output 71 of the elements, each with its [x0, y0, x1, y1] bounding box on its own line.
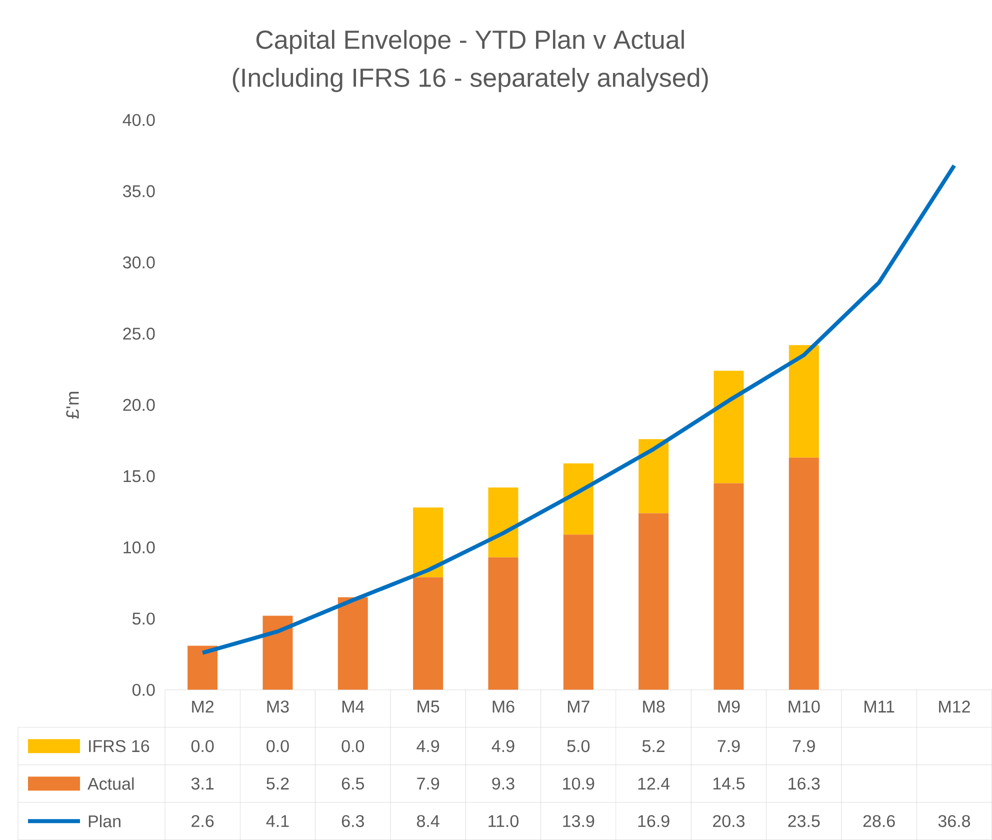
data-label: 14.5	[713, 778, 745, 790]
data-label: 12.4	[638, 778, 670, 790]
x-tick-label: M5	[418, 700, 440, 713]
data-label: 3.1	[191, 778, 214, 790]
data-label: 7.9	[718, 740, 740, 752]
data-label: 20.3	[713, 815, 745, 828]
data-label: 11.0	[488, 815, 518, 828]
y-tick-label: 5.0	[132, 612, 155, 625]
data-label: 8.4	[416, 815, 440, 828]
x-tick-label: M12	[939, 700, 970, 713]
x-tick-label: M8	[643, 700, 665, 713]
data-label: 5.2	[266, 778, 289, 790]
x-tick-label: M3	[267, 700, 289, 713]
data-label: 7.9	[417, 778, 440, 790]
data-label: 2.6	[192, 815, 214, 828]
data-label: 5.2	[642, 740, 665, 752]
y-tick-label: 0.0	[132, 684, 155, 696]
y-tick-label: 15.0	[124, 470, 155, 482]
x-tick-label: M2	[192, 700, 214, 713]
bar	[788, 458, 819, 690]
data-label: 4.9	[492, 740, 514, 752]
bar	[488, 488, 518, 558]
x-tick-label: M9	[718, 700, 740, 713]
y-tick-label: 35.0	[123, 185, 155, 198]
x-tick-label: M6	[492, 700, 514, 713]
data-label: 0.0	[342, 740, 364, 752]
data-label: 6.3	[342, 815, 364, 828]
chart-title: Capital Envelope - YTD Plan v Actual	[256, 30, 684, 54]
x-tick-label: M10	[788, 700, 820, 713]
y-axis-title: £'m	[66, 392, 79, 419]
bar	[488, 557, 518, 690]
data-label: 9.3	[492, 778, 514, 790]
y-tick-label: 10.0	[124, 541, 155, 554]
bar	[638, 513, 669, 690]
bar	[338, 597, 368, 690]
y-tick-label: 20.0	[123, 398, 155, 411]
data-label: 4.1	[266, 815, 289, 827]
data-label: 0.0	[191, 740, 214, 752]
data-label: 10.9	[563, 778, 594, 790]
bar	[563, 463, 594, 535]
data-label: 16.9	[638, 815, 670, 828]
x-tick-label: M11	[864, 700, 894, 712]
x-tick-label: M4	[342, 700, 364, 712]
y-tick-label: 30.0	[123, 256, 155, 268]
data-label: 4.9	[416, 740, 440, 752]
bar	[714, 483, 744, 690]
data-label: 13.9	[563, 815, 594, 828]
data-label: 16.3	[788, 778, 820, 790]
legend-label: Plan	[88, 814, 120, 828]
bar	[413, 577, 444, 690]
y-tick-label: 25.0	[123, 328, 155, 340]
bar	[788, 345, 819, 458]
bar	[262, 616, 293, 690]
data-label: 6.5	[342, 778, 364, 790]
bar	[714, 370, 744, 484]
bar	[188, 646, 218, 690]
data-label: 36.8	[938, 815, 970, 828]
data-label: 5.0	[567, 740, 590, 752]
y-tick-label: 40.0	[122, 114, 155, 126]
legend-label: Actual	[88, 777, 134, 790]
data-label: 23.5	[788, 815, 820, 828]
legend-label: IFRS 16	[89, 740, 150, 752]
x-tick-label: M7	[568, 700, 590, 712]
line-series	[200, 164, 956, 655]
data-label: 7.9	[792, 740, 815, 752]
bar	[563, 534, 594, 690]
data-label: 28.6	[863, 815, 895, 828]
bar	[413, 507, 444, 578]
bar	[638, 439, 669, 514]
data-label: 0.0	[266, 740, 289, 752]
chart-subtitle: (Including IFRS 16 - separately analysed)	[232, 68, 708, 92]
